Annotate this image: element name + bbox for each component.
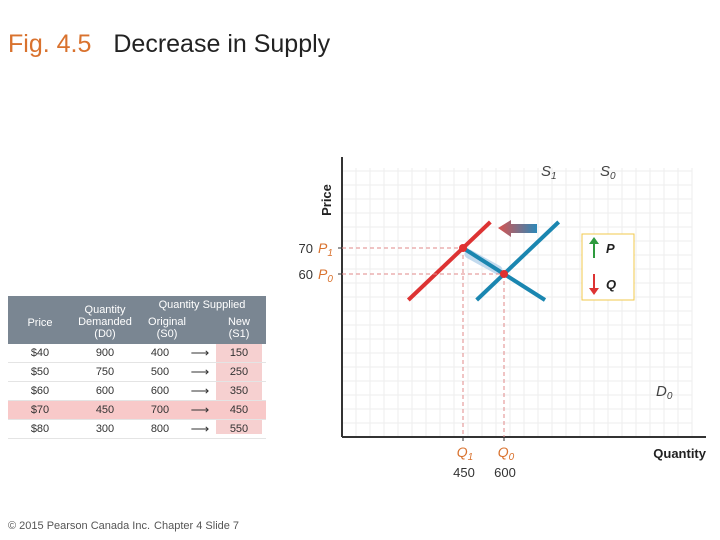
table-row: $50 750 500 250 ⟶ (8, 363, 266, 382)
cell-original: 700 (150, 404, 170, 416)
arrow-down-icon-head (589, 288, 599, 295)
table-row: $60 600 600 350 ⟶ (8, 382, 266, 401)
arrow-right-icon: ⟶ (190, 383, 210, 398)
header-price: Price (27, 317, 53, 329)
slide-number: Chapter 4 Slide 7 (154, 520, 240, 532)
header-qd-line2: Demanded (78, 316, 132, 328)
arrow-right-icon: ⟶ (190, 402, 210, 417)
cell-qd: 450 (95, 404, 115, 416)
cell-price: $70 (30, 404, 50, 416)
quantity-label: Q1 (457, 444, 473, 463)
cell-price: $60 (30, 385, 50, 397)
cell-new: 350 (229, 385, 249, 397)
cell-qd: 300 (95, 423, 115, 435)
shift-left-arrow-icon (498, 220, 537, 237)
arrow-up-icon-head (589, 237, 599, 244)
curve-label-d0: D0 (656, 383, 673, 402)
cell-new: 550 (229, 423, 249, 435)
cell-qd: 750 (95, 366, 115, 378)
header-new: New (S1) (212, 316, 266, 340)
cell-original: 400 (150, 347, 170, 359)
figure-title: Decrease in Supply (113, 30, 331, 58)
quantity-tick-label: 450 (453, 465, 475, 480)
price-tick-label: 60 (299, 267, 313, 282)
effect-label: P (606, 241, 615, 256)
curve-label-s0: S0 (600, 163, 616, 182)
page-title: Fig. 4.5 Decrease in Supply (8, 30, 330, 59)
cell-original: 600 (150, 385, 170, 397)
arrow-right-icon: ⟶ (190, 421, 210, 436)
arrow-right-icon: ⟶ (190, 364, 210, 379)
header-qs: Quantity Supplied (158, 299, 246, 311)
equilibrium-point (459, 244, 467, 252)
quantity-label: Q0 (498, 444, 515, 463)
table-header: Price Quantity Demanded (D0) Quantity Su… (8, 296, 266, 344)
cell-price: $80 (30, 423, 50, 435)
footer: © 2015 Pearson Canada Inc. Chapter 4 Slid… (8, 520, 239, 532)
header-original-line1: Original (148, 316, 186, 328)
header-new-line1: New (227, 316, 250, 328)
schedule-table: Price Quantity Demanded (D0) Quantity Su… (8, 296, 266, 439)
cell-price: $50 (30, 366, 50, 378)
table-body: $40 900 400 150 ⟶ $50 750 500 250 ⟶ $60 600 600 350 ⟶ $… (8, 344, 266, 439)
table-row: $70 450 700 450 ⟶ (8, 401, 266, 420)
cell-new: 150 (229, 347, 249, 359)
table-row: $40 900 400 150 ⟶ (8, 344, 266, 363)
quantity-tick-label: 600 (494, 465, 516, 480)
price-label: P0 (318, 266, 333, 285)
copyright: © 2015 Pearson Canada Inc. (8, 520, 151, 532)
figure-number: Fig. 4.5 (8, 30, 92, 58)
cell-original: 800 (150, 423, 170, 435)
cell-new: 250 (229, 366, 249, 378)
curve-label-s1: S1 (541, 163, 557, 182)
series-s1-line (406, 220, 492, 302)
header-original-line2: (S0) (156, 328, 178, 340)
price-label: P1 (318, 240, 333, 259)
header-qd-line1: Quantity (84, 304, 126, 316)
header-qd: Quantity Demanded (D0) (72, 304, 138, 340)
series-s0-line (475, 220, 561, 302)
cell-qd: 900 (95, 347, 115, 359)
effect-label: Q (606, 277, 616, 292)
cell-new: 450 (229, 404, 249, 416)
cell-price: $40 (30, 347, 50, 359)
cell-original: 500 (150, 366, 170, 378)
table-row: $80 300 800 550 ⟶ (8, 420, 266, 439)
header-original: Original (S0) (138, 316, 196, 340)
y-axis-label: Price (319, 184, 334, 216)
cell-qd: 600 (95, 385, 115, 397)
price-tick-label: 70 (299, 241, 313, 256)
equilibrium-point (500, 270, 508, 278)
header-new-line2: (S1) (228, 328, 250, 340)
x-axis-label: Quantity (653, 446, 706, 461)
header-qd-line3: (D0) (94, 328, 116, 340)
arrow-right-icon: ⟶ (190, 345, 210, 360)
